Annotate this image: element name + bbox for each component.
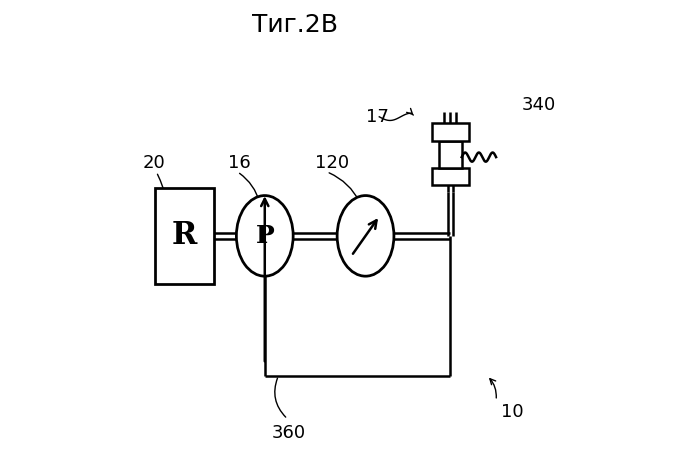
Ellipse shape — [236, 196, 293, 276]
Text: 340: 340 — [521, 96, 556, 114]
Bar — [432, 168, 468, 185]
Text: 20: 20 — [143, 153, 165, 172]
Text: 360: 360 — [272, 424, 305, 442]
Text: 16: 16 — [228, 153, 251, 172]
Text: R: R — [172, 220, 197, 251]
Ellipse shape — [337, 196, 394, 276]
Text: 10: 10 — [500, 403, 524, 421]
Bar — [439, 141, 462, 168]
Text: 120: 120 — [315, 153, 350, 172]
Text: Τиг.2B: Τиг.2B — [252, 13, 338, 37]
Text: 17: 17 — [366, 108, 389, 126]
Text: P: P — [255, 224, 274, 248]
Bar — [155, 188, 215, 284]
Bar — [432, 123, 468, 141]
